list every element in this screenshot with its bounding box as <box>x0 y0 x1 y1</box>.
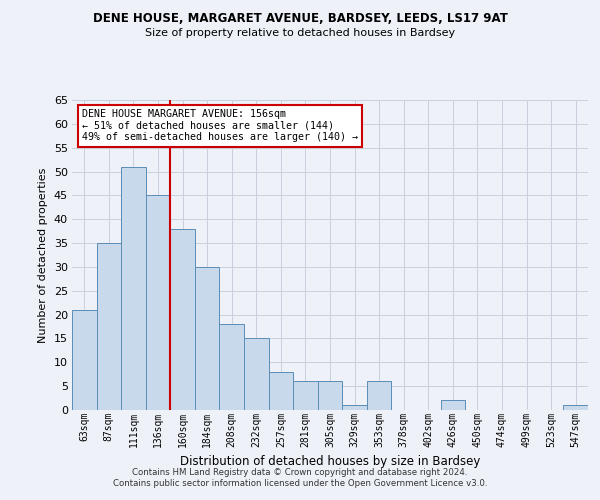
Bar <box>342 405 367 410</box>
Bar <box>220 324 244 410</box>
Text: DENE HOUSE, MARGARET AVENUE, BARDSEY, LEEDS, LS17 9AT: DENE HOUSE, MARGARET AVENUE, BARDSEY, LE… <box>92 12 508 26</box>
Bar <box>318 382 342 410</box>
Bar <box>170 229 195 410</box>
Bar <box>293 382 318 410</box>
Y-axis label: Number of detached properties: Number of detached properties <box>38 168 48 342</box>
Bar <box>195 267 220 410</box>
Bar <box>269 372 293 410</box>
X-axis label: Distribution of detached houses by size in Bardsey: Distribution of detached houses by size … <box>180 455 480 468</box>
Bar <box>97 243 121 410</box>
Bar <box>367 382 391 410</box>
Text: Contains HM Land Registry data © Crown copyright and database right 2024.
Contai: Contains HM Land Registry data © Crown c… <box>113 468 487 487</box>
Bar <box>440 400 465 410</box>
Bar <box>146 196 170 410</box>
Text: DENE HOUSE MARGARET AVENUE: 156sqm
← 51% of detached houses are smaller (144)
49: DENE HOUSE MARGARET AVENUE: 156sqm ← 51%… <box>82 110 358 142</box>
Bar <box>563 405 588 410</box>
Bar <box>121 167 146 410</box>
Bar <box>244 338 269 410</box>
Bar <box>72 310 97 410</box>
Text: Size of property relative to detached houses in Bardsey: Size of property relative to detached ho… <box>145 28 455 38</box>
